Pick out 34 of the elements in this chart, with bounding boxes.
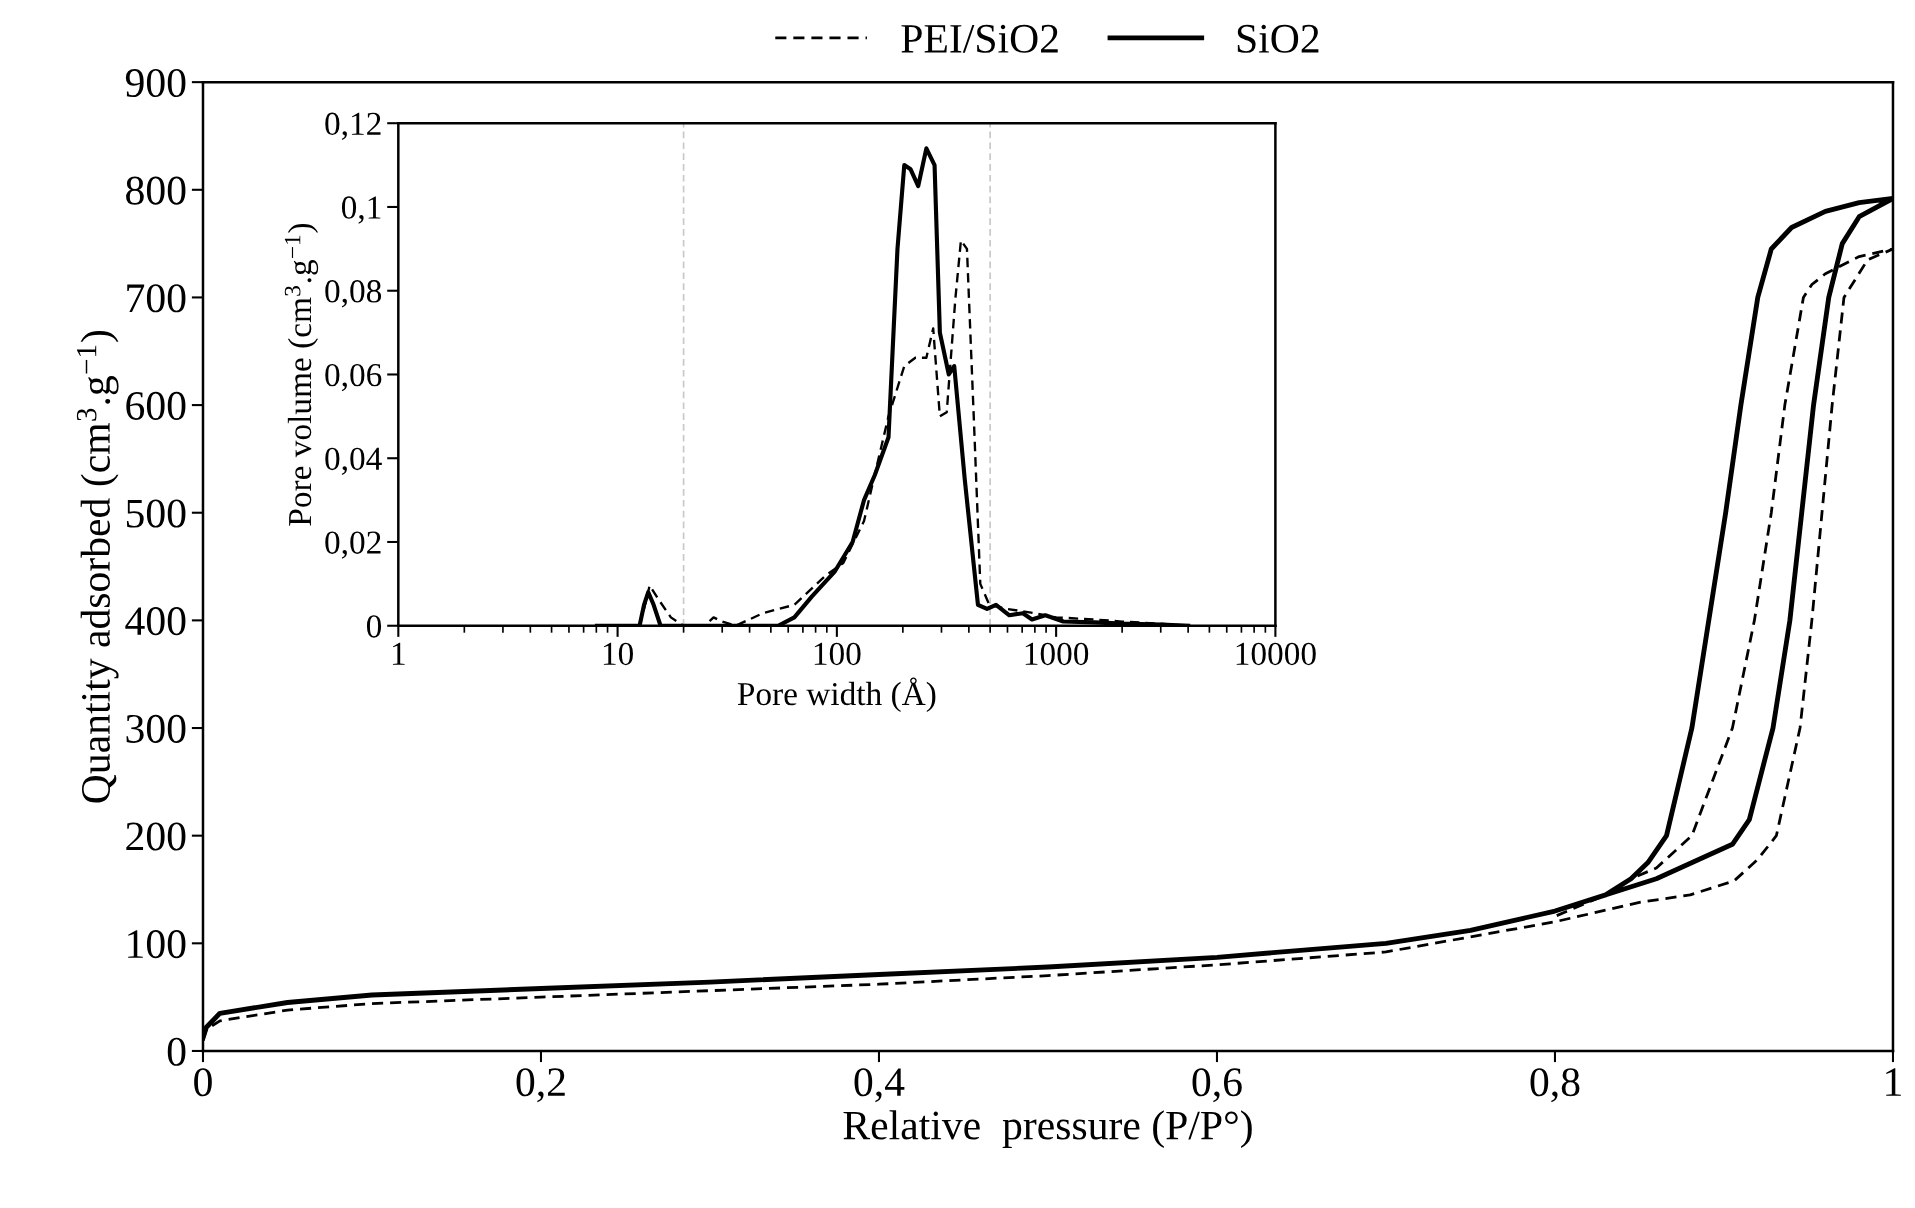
x-tick-label: 1 [392,642,405,665]
y-tick-label: 0,06 [325,363,382,392]
x-tick-label: 100 [814,642,861,666]
y-tick-label: 0,02 [325,531,381,559]
x-tick-label: 0,6 [1192,1068,1242,1103]
y-tick-label: 200 [126,822,186,851]
x-tick-label: 10000 [1236,642,1316,666]
y-tick-label: 0,08 [325,280,382,308]
x-axis-title: Relative pressure (P/P°) [843,1110,1252,1149]
y-tick-label: 900 [125,68,186,98]
x-tick-label: 1000 [1025,642,1089,666]
legend-label: SiO2 [1237,24,1319,53]
y-axis-title: Pore volume (cm$^{3}$.g$^{−1}$) [284,223,319,526]
x-tick-label: 0,8 [1530,1068,1580,1103]
x-tick-label: 1 [1886,1068,1901,1096]
y-tick-label: 0 [366,615,382,638]
y-tick-label: 0,12 [325,112,381,140]
x-tick-label: 0,2 [516,1068,565,1103]
y-tick-label: 500 [126,499,186,528]
y-tick-label: 0 [167,1037,186,1066]
y-tick-label: 100 [128,930,186,959]
y-tick-label: 600 [126,391,186,420]
x-tick-label: 0,4 [854,1068,905,1103]
x-tick-label: 0 [194,1068,212,1097]
y-tick-label: 300 [126,714,186,743]
y-tick-label: 0,04 [325,447,382,475]
y-tick-label: 400 [125,607,186,636]
y-tick-label: 0,1 [341,196,381,224]
y-tick-label: 700 [127,284,186,313]
x-axis-title: Pore width (Å) [737,677,936,713]
legend-label: PEI/SiO2 [901,24,1058,53]
y-tick-label: 800 [126,176,186,205]
y-axis-title: Quantity adsorbed (cm$^{3}$.g$^{−1}$) [76,330,119,803]
x-tick-label: 10 [603,642,633,666]
